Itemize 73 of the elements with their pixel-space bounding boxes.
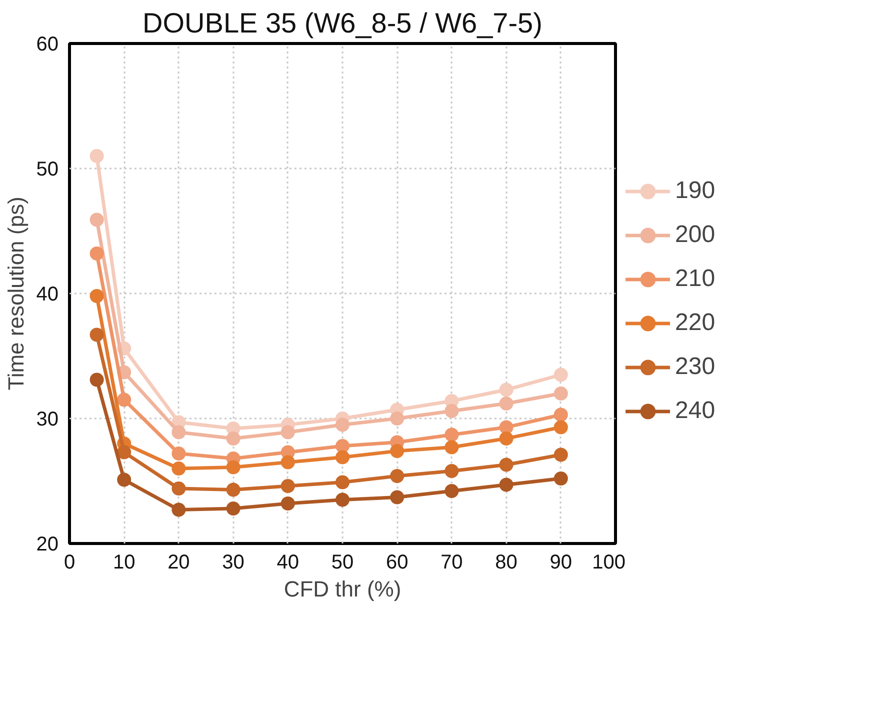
point	[90, 212, 104, 227]
point	[554, 448, 568, 462]
point	[117, 445, 132, 460]
point	[280, 455, 295, 470]
x-tick-label: 80	[495, 552, 518, 574]
legend-label: 230	[675, 352, 716, 382]
y-tick-label: 50	[36, 158, 59, 180]
point	[336, 450, 350, 464]
point	[226, 432, 240, 446]
legend-label: 220	[675, 308, 716, 338]
legend-label: 200	[675, 220, 716, 250]
point	[390, 444, 404, 458]
point	[336, 492, 350, 507]
y-tick-label: 60	[36, 34, 59, 56]
point	[499, 458, 514, 472]
x-tick-label: 20	[168, 552, 190, 574]
point	[336, 439, 350, 453]
point	[172, 502, 186, 517]
y-tick-label: 20	[36, 534, 59, 556]
x-tick-label: 70	[440, 552, 463, 574]
point	[390, 469, 404, 483]
x-axis-title: CFD thr (%)	[284, 576, 402, 602]
point	[554, 368, 568, 382]
legend-label: 190	[675, 176, 716, 206]
point	[280, 425, 295, 440]
point	[90, 372, 104, 387]
point	[117, 472, 132, 487]
point	[390, 412, 404, 426]
point	[444, 440, 459, 454]
point	[172, 446, 186, 460]
point	[90, 328, 104, 342]
point	[226, 482, 240, 497]
point	[90, 149, 104, 163]
point	[554, 420, 568, 434]
chart-title: DOUBLE 35 (W6_8-5 / W6_7-5)	[142, 8, 542, 38]
point	[172, 425, 186, 440]
point	[172, 462, 186, 476]
y-tick-label: 40	[36, 284, 59, 306]
x-tick-label: 50	[331, 552, 354, 574]
y-axis-title: Time resolution (ps)	[3, 196, 28, 390]
point	[554, 386, 568, 400]
point	[444, 404, 459, 418]
point	[280, 479, 295, 493]
point	[336, 418, 350, 432]
x-tick-label: 10	[112, 552, 136, 574]
point	[226, 460, 240, 474]
x-tick-label: 100	[592, 552, 626, 574]
x-tick-label: 90	[550, 552, 572, 574]
point	[554, 472, 568, 486]
x-tick-label: 0	[64, 552, 76, 574]
point	[90, 246, 104, 260]
point	[499, 396, 514, 410]
x-tick-label: 30	[222, 552, 244, 574]
point	[172, 482, 186, 496]
point	[499, 420, 514, 434]
point	[444, 428, 459, 442]
legend-label: 240	[675, 396, 716, 426]
x-tick-label: 60	[386, 552, 408, 574]
point	[499, 382, 514, 397]
point	[336, 475, 350, 490]
point	[390, 490, 404, 504]
y-tick-label: 30	[36, 408, 59, 430]
point	[499, 432, 514, 446]
point	[444, 484, 459, 498]
x-tick-label: 40	[276, 552, 300, 574]
point	[226, 502, 240, 516]
point	[499, 478, 514, 492]
point	[444, 464, 459, 478]
point	[554, 408, 568, 422]
point	[280, 496, 295, 510]
point	[90, 289, 104, 303]
point	[117, 392, 132, 407]
legend-label: 210	[675, 264, 716, 294]
